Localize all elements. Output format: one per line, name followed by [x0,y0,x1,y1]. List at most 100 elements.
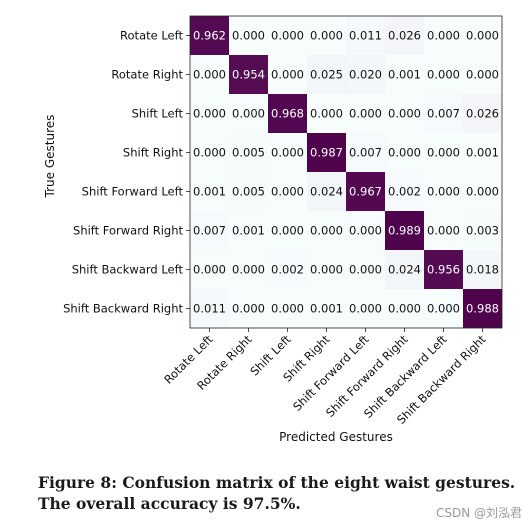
matrix-cell-label: 0.000 [310,29,343,43]
matrix-cell-label: 0.003 [466,224,499,238]
matrix-cell [229,55,268,94]
matrix-cell-label: 0.000 [232,302,265,316]
matrix-cell-label: 0.000 [466,68,499,82]
matrix-cell-label: 0.000 [466,29,499,43]
matrix-cell [268,55,307,94]
matrix-cell [385,289,424,328]
matrix-cell [307,211,346,250]
matrix-frame [189,15,503,329]
matrix-cell [424,250,463,289]
y-tick-label: Shift Left [132,107,184,121]
matrix-cell [385,133,424,172]
matrix-cell [346,250,385,289]
y-axis-title: True Gestures [43,115,57,199]
matrix-cell-labels: 0.962 0.000 0.000 0.000 0.011 0.026 0.000 0.000… [193,29,499,316]
matrix-cell-label: 0.000 [349,302,382,316]
matrix-cell [463,133,502,172]
matrix-cell-label: 0.989 [388,224,421,238]
confusion-matrix-chart: 0.962 0.000 0.000 0.000 0.011 0.026 0.000 0.000… [43,15,503,444]
matrix-cell [307,55,346,94]
matrix-cell-label: 0.000 [193,68,226,82]
matrix-cell [346,94,385,133]
matrix-cell [346,16,385,55]
matrix-cell [346,289,385,328]
y-tick-label: Shift Forward Right [73,224,183,238]
matrix-cell-label: 0.024 [310,185,343,199]
matrix-cell [385,94,424,133]
matrix-cell [307,250,346,289]
matrix-cell [268,250,307,289]
matrix-cell-label: 0.000 [427,302,460,316]
matrix-cell [385,211,424,250]
matrix-cell [190,211,229,250]
matrix-cell [424,16,463,55]
matrix-cell [424,289,463,328]
matrix-cell [385,55,424,94]
matrix-cell-label: 0.011 [349,29,382,43]
matrix-cell-label: 0.988 [466,302,499,316]
matrix-cell [268,172,307,211]
matrix-cell-label: 0.005 [232,185,265,199]
matrix-cell [229,133,268,172]
y-axis-ticks: Rotate Left Rotate Right Shift Left Shift R… [63,29,190,316]
matrix-cell-label: 0.000 [271,224,304,238]
matrix-cell-label: 0.024 [388,263,421,277]
matrix-cell [190,16,229,55]
matrix-cell-label: 0.000 [271,29,304,43]
matrix-cell-label: 0.962 [193,29,226,43]
matrix-cell [268,289,307,328]
matrix-cell [463,289,502,328]
matrix-cell [463,211,502,250]
matrix-cell [268,94,307,133]
matrix-cell-label: 0.000 [193,146,226,160]
matrix-cell-label: 0.000 [271,68,304,82]
matrix-cell-label: 0.987 [310,146,343,160]
matrix-cell-label: 0.000 [427,146,460,160]
matrix-cell [268,133,307,172]
matrix-cell-label: 0.000 [310,263,343,277]
matrix-cell [463,55,502,94]
matrix-cell-label: 0.005 [232,146,265,160]
matrix-cell-label: 0.000 [349,263,382,277]
y-tick-label: Shift Backward Left [72,263,184,277]
matrix-cell-label: 0.000 [349,107,382,121]
matrix-cell-label: 0.000 [427,185,460,199]
matrix-cell-label: 0.002 [271,263,304,277]
matrix-cell-label: 0.000 [427,224,460,238]
matrix-cell [463,94,502,133]
matrix-cell [229,289,268,328]
matrix-cell-label: 0.000 [466,185,499,199]
matrix-cell [229,211,268,250]
matrix-cell-label: 0.001 [310,302,343,316]
figure-caption: Figure 8: Confusion matrix of the eight … [38,473,516,513]
matrix-cell-label: 0.018 [466,263,499,277]
matrix-cell [307,16,346,55]
matrix-cell-label: 0.956 [427,263,460,277]
matrix-cell-label: 0.026 [466,107,499,121]
x-axis-title: Predicted Gestures [279,430,393,444]
matrix-cell [307,289,346,328]
matrix-cell-label: 0.967 [349,185,382,199]
matrix-cell-label: 0.001 [388,68,421,82]
matrix-cell [346,133,385,172]
matrix-cell [229,172,268,211]
y-tick-label: Shift Backward Right [63,302,183,316]
matrix-cell [424,172,463,211]
matrix-cell-label: 0.000 [427,68,460,82]
matrix-cell [424,94,463,133]
matrix-cell [229,16,268,55]
matrix-cell-label: 0.007 [349,146,382,160]
matrix-cell [190,250,229,289]
matrix-cell-label: 0.000 [271,302,304,316]
matrix-cell [346,172,385,211]
matrix-cell [268,211,307,250]
matrix-cell [307,133,346,172]
matrix-cell-label: 0.007 [193,224,226,238]
matrix-cell-label: 0.000 [271,185,304,199]
matrix-cell [463,250,502,289]
matrix-cell-label: 0.007 [427,107,460,121]
matrix-cell [190,94,229,133]
matrix-cell [385,172,424,211]
matrix-cell-label: 0.000 [310,107,343,121]
